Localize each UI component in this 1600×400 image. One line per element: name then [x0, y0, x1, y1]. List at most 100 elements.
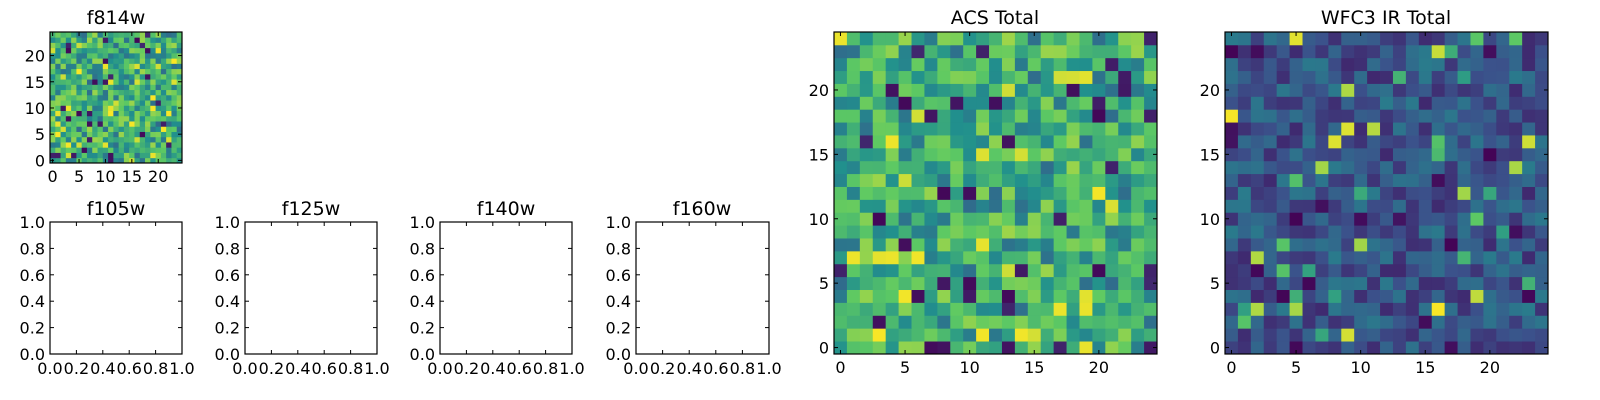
heatmap-cell [898, 263, 912, 278]
heatmap-cell [76, 152, 83, 159]
heatmap-cell [92, 121, 98, 127]
heatmap-cell [1367, 225, 1381, 239]
heatmap-cell [1237, 57, 1252, 72]
heatmap-cell [1483, 186, 1497, 200]
heatmap-cell [950, 225, 964, 239]
heatmap-cell [1144, 328, 1158, 342]
heatmap-cell [1315, 70, 1329, 84]
heatmap-cell [1457, 96, 1471, 110]
heatmap-cell [1040, 263, 1055, 278]
heatmap-cell [1418, 122, 1433, 136]
heatmap-cell [1250, 250, 1265, 265]
heatmap-cell [1535, 186, 1549, 200]
y-tick-label: 0.2 [215, 319, 240, 338]
heatmap-cell [176, 110, 183, 117]
heatmap-cell [898, 315, 912, 329]
heatmap-cell [1457, 135, 1471, 149]
heatmap-cell [1014, 250, 1029, 265]
heatmap-cell [885, 83, 899, 97]
heatmap-cell [166, 32, 172, 38]
heatmap-cell [1457, 70, 1471, 84]
heatmap-cell [1066, 250, 1080, 265]
heatmap-cell [924, 135, 938, 149]
heatmap-cell [1092, 276, 1106, 290]
heatmap-cell [92, 142, 98, 148]
heatmap-cell [1105, 212, 1119, 226]
heatmap-cell [1001, 44, 1016, 59]
heatmap-cell [976, 238, 990, 252]
heatmap-cell [160, 115, 167, 122]
heatmap-cell [1001, 96, 1016, 110]
heatmap-cell [1405, 315, 1420, 329]
heatmap-cell [55, 126, 61, 132]
heatmap-cell [76, 68, 83, 75]
heatmap-cell [859, 199, 874, 213]
axes-frame [635, 221, 770, 355]
heatmap-cell [1431, 315, 1446, 329]
heatmap-cell [1354, 96, 1368, 110]
heatmap-cell [1328, 263, 1342, 278]
heatmap-cell [1118, 160, 1132, 175]
heatmap-cell [65, 32, 72, 38]
heatmap-cell [1079, 57, 1093, 72]
heatmap-cell [176, 73, 183, 80]
heatmap-cell [846, 289, 861, 303]
heatmap-cell [155, 136, 162, 143]
heatmap-cell [171, 142, 178, 148]
y-tick-label: 15 [1200, 145, 1220, 164]
heatmap-cell [92, 110, 98, 117]
heatmap-cell [1509, 147, 1523, 162]
heatmap-cell [950, 122, 964, 136]
heatmap-cell [50, 110, 56, 117]
heatmap-cell [1470, 44, 1484, 59]
heatmap-cell [1496, 32, 1510, 46]
y-tick-label: 0.2 [20, 319, 45, 338]
heatmap-cell [1496, 70, 1510, 84]
heatmap-cell [108, 52, 114, 59]
heatmap-cell [97, 152, 104, 159]
heatmap-cell [86, 32, 93, 38]
heatmap-cell [1079, 32, 1093, 46]
heatmap-cell [150, 89, 156, 96]
heatmap-cell [166, 100, 172, 106]
heatmap-cell [950, 173, 964, 187]
heatmap-cell [102, 47, 109, 54]
heatmap-cell [113, 136, 120, 143]
heatmap-cell [872, 70, 887, 84]
heatmap-cell [1040, 315, 1055, 329]
heatmap-cell [1470, 250, 1484, 265]
heatmap-cell [1092, 44, 1106, 59]
heatmap-cell [123, 94, 130, 101]
heatmap-cell [1027, 302, 1042, 316]
heatmap-cell [1131, 57, 1145, 72]
heatmap-cell [50, 63, 56, 70]
heatmap-cell [92, 94, 98, 101]
x-tick-label: 1.0 [169, 359, 194, 378]
heatmap-cell [1289, 70, 1303, 84]
heatmap-cell [1289, 57, 1303, 72]
heatmap-cell [1131, 109, 1145, 123]
heatmap-cell [118, 142, 125, 148]
x-tick-label: 1.0 [364, 359, 389, 378]
heatmap-cell [1225, 328, 1239, 342]
heatmap-cell [160, 32, 167, 38]
heatmap-cell [123, 84, 130, 91]
y-tick-label: 0.6 [20, 266, 45, 285]
heatmap-cell [155, 131, 162, 138]
y-tick-label: 15 [809, 145, 829, 164]
heatmap-cell [86, 42, 93, 49]
heatmap-cell [176, 89, 183, 96]
heatmap-cell [911, 212, 925, 226]
heatmap-cell [1392, 147, 1407, 162]
heatmap-cell [1470, 289, 1484, 303]
heatmap-cell [1496, 328, 1510, 342]
heatmap-cell [1131, 186, 1145, 200]
heatmap-cell [1496, 199, 1510, 213]
heatmap-cell [872, 315, 887, 329]
heatmap-cell [834, 96, 848, 110]
heatmap-cell [1367, 173, 1381, 187]
heatmap-cell [1418, 57, 1433, 72]
heatmap-cell [937, 135, 951, 149]
heatmap-cell [1392, 238, 1407, 252]
heatmap-cell [1444, 250, 1458, 265]
